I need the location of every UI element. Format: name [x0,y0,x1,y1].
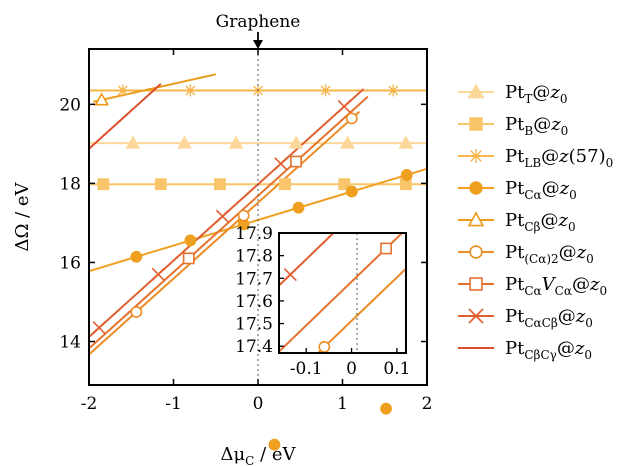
legend-entry-4: PtCα@z0 [505,178,577,202]
series-1-marker-1 [125,135,141,149]
x-tick-label: -2 [81,394,98,414]
x-tick-label: 1 [337,394,348,414]
series-1-marker-4 [288,135,304,149]
inset-series-3-marker-1 [380,242,392,255]
legend-marker [469,245,483,259]
legend-marker [469,149,483,163]
x-axis-label: ΔμC / eV [220,444,296,467]
series-2-marker-3 [214,178,226,191]
legend-entry-7: PtCαVCα@z0 [505,274,607,298]
inset-axes-group: -0.1 0 0.1 17.417.5 17.6 17.717.8 17.9 [235,224,410,379]
series-4-marker-2 [184,234,197,247]
series-4-marker-1 [130,250,143,263]
inset-y-tick-label: 17.7 [235,269,273,289]
inset-y-tick-label: 17.4 [235,337,273,357]
inset-series-line-3 [279,233,404,353]
graphene-arrowhead-icon [253,40,263,49]
series-8-marker-2 [151,267,165,281]
inset-chart: -0.1 0 0.1 17.417.5 17.6 17.717.8 17.9 [235,224,410,451]
series-4-marker-6 [400,169,413,181]
series-3-marker-1 [116,84,129,97]
main-markers-group [92,84,414,335]
legend-entry-9: PtCβCγ@z0 [505,338,592,362]
legend-marker [469,277,483,291]
series-6-marker-3 [345,112,358,125]
series-4-marker-4 [292,201,305,214]
graphene-annotation: Graphene [216,12,301,32]
inset-y-tick-label: 17.5 [235,315,273,335]
inset-series-line-2 [316,267,406,353]
legend-entry-2: PtB@z0 [505,114,568,138]
legend-entry-6: Pt(Cα)2@z0 [505,242,594,266]
inset-x-tick-label: -0.1 [290,359,323,379]
legend-entry-5: PtCβ@z0 [505,210,576,234]
series-8-marker-5 [337,99,351,114]
legend-entry-8: PtCαCβ@z0 [505,306,593,330]
series-7-marker-1 [182,252,195,265]
series-2-marker-4 [279,178,291,191]
x-tick-label: 2 [422,394,433,414]
series-6-marker-2 [237,209,250,222]
inset-y-tick-label: 17.8 [235,247,273,267]
inset-series-2-marker-1 [318,341,331,353]
series-8-marker-1 [92,321,106,335]
legend-entry-1: PtT@z0 [505,82,568,106]
inset-series-1-marker-1 [268,438,281,451]
legend-marker [469,181,483,195]
series-1-marker-2 [177,135,192,149]
series-1-marker-3 [228,135,244,149]
series-8-marker-3 [215,209,230,223]
x-tick-label: 0 [253,394,264,414]
series-4-marker-5 [345,185,358,198]
legend-entry-3: PtLB@z(57)0 [505,146,613,170]
series-2-marker-1 [97,178,110,191]
x-tick-label: -1 [165,394,182,414]
inset-y-tick-label: 17.6 [235,292,273,312]
series-3-marker-2 [184,84,197,97]
series-5-marker-1 [94,92,110,106]
legend-marker [468,308,484,324]
series-1-marker-5 [340,135,355,149]
series-line-9 [89,83,162,150]
series-8-marker-4 [274,157,288,171]
series-line-5 [93,73,216,103]
y-tick-label: 20 [59,95,81,115]
legend-marker [467,211,485,227]
y-tick-label: 14 [59,333,81,353]
inset-frame [278,232,407,354]
series-1-marker-6 [398,135,414,149]
inset-series-1-marker-2 [380,402,392,415]
legend-marker [469,117,483,131]
y-axis-label: ΔΩ / eV [12,181,33,251]
series-7-marker-2 [290,155,302,168]
series-6-marker-1 [130,306,143,318]
series-3-marker-5 [387,84,400,97]
y-tick-label: 16 [59,253,81,273]
legend-marker [467,83,485,99]
series-2-marker-2 [154,178,167,191]
inset-y-tick-label: 17.9 [235,224,273,244]
inset-series-4-marker-1 [283,267,297,282]
series-2-marker-5 [338,178,351,191]
y-tick-label: 18 [59,174,81,194]
inset-x-tick-label: 0 [346,359,357,379]
legend: PtT@z0 PtB@z0 PtLB@z(57)0 PtCα@z0 PtCβ@z0 Pt(… [458,82,613,362]
inset-x-tick-label: 0.1 [383,359,410,379]
series-3-marker-4 [319,84,332,97]
